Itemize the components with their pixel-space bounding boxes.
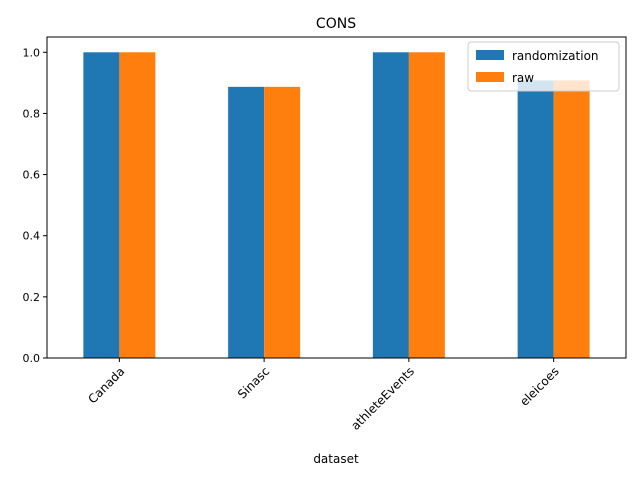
- y-tick-label: 0.4: [23, 230, 41, 243]
- y-tick-label: 1.0: [23, 46, 41, 59]
- legend: randomization raw: [467, 41, 620, 92]
- bars-layer: [83, 52, 590, 359]
- legend-box: [467, 41, 620, 92]
- legend-label-raw: raw: [512, 71, 534, 85]
- legend-label-randomization: randomization: [512, 49, 599, 63]
- x-axis-label: dataset: [313, 452, 359, 466]
- bar-raw-athleteEvents: [408, 52, 445, 359]
- legend-swatch-randomization: [476, 50, 504, 60]
- x-tick-label: Sinasc: [235, 364, 272, 401]
- y-tick-label: 0.8: [23, 107, 41, 120]
- bar-raw-Sinasc: [264, 86, 301, 359]
- plot-frame: [46, 36, 627, 359]
- x-tick-label: eleicoes: [517, 364, 562, 409]
- bar-randomization-Sinasc: [228, 86, 265, 359]
- bar-raw-eleicoes: [553, 80, 590, 358]
- bar-randomization-eleicoes: [517, 80, 554, 358]
- x-axis: Canada Sinasc athleteEvents eleicoes: [85, 358, 562, 433]
- y-tick-label: 0.0: [23, 352, 41, 365]
- bar-randomization-athleteEvents: [372, 52, 409, 359]
- bar-randomization-Canada: [83, 52, 120, 359]
- bar-raw-Canada: [119, 52, 156, 359]
- legend-swatch-raw: [476, 72, 504, 82]
- chart-title: CONS: [316, 16, 356, 32]
- x-tick-label: athleteEvents: [348, 364, 417, 433]
- y-axis: 0.0 0.2 0.4 0.6 0.8 1.0: [23, 46, 47, 365]
- y-tick-label: 0.2: [23, 291, 41, 304]
- y-tick-label: 0.6: [23, 169, 41, 182]
- x-tick-label: Canada: [85, 364, 127, 406]
